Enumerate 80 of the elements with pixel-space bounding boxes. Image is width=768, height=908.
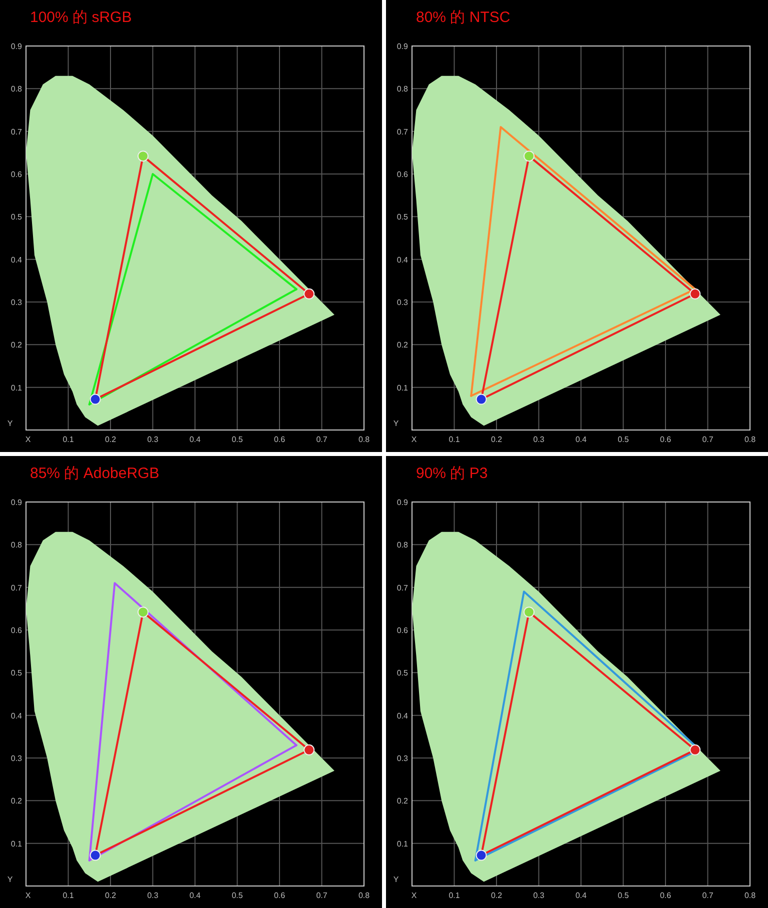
y-axis-title: Y [7,875,14,884]
y-tick-label: 0.8 [396,84,409,94]
y-tick-label: 0.1 [396,383,409,392]
y-tick-label: 0.5 [396,668,409,678]
x-tick-label: 0.2 [490,891,503,900]
x-tick-label: 0.8 [744,435,756,444]
chart-title: 100% 的 sRGB [30,9,132,26]
x-tick-label: 0.5 [232,435,244,444]
y-axis-title: Y [393,875,400,884]
y-tick-label: 0.9 [396,42,409,51]
y-tick-label: 0.7 [10,127,23,136]
x-tick-label: 0.2 [104,435,117,444]
x-axis-title: X [25,435,32,444]
y-axis-title: Y [393,419,400,428]
y-tick-label: 0.8 [10,84,23,94]
chart-title: 85% 的 AdobeRGB [30,465,160,482]
y-tick-label: 0.1 [10,839,23,848]
x-tick-label: 0.6 [660,435,672,444]
y-tick-label: 0.9 [396,498,409,507]
x-tick-label: 0.4 [189,435,202,444]
x-tick-label: 0.2 [490,435,503,444]
x-axis-title: X [25,891,32,900]
x-axis-title: X [411,891,418,900]
y-tick-label: 0.6 [396,626,409,635]
y-tick-label: 0.3 [10,298,23,307]
y-tick-label: 0.3 [396,298,409,307]
y-tick-label: 0.8 [396,540,409,550]
x-tick-label: 0.1 [62,891,74,900]
y-tick-label: 0.2 [396,340,409,350]
y-tick-label: 0.5 [10,668,23,678]
y-tick-label: 0.3 [396,754,409,763]
x-tick-label: 0.7 [702,891,714,900]
y-tick-label: 0.2 [10,796,23,806]
y-tick-label: 0.4 [10,255,23,264]
y-tick-label: 0.1 [10,383,23,392]
x-tick-label: 0.1 [448,435,460,444]
y-tick-label: 0.5 [396,212,409,222]
x-axis-title: X [411,435,418,444]
x-tick-label: 0.2 [104,891,117,900]
y-tick-label: 0.4 [396,255,409,264]
y-tick-label: 0.4 [10,711,23,720]
x-tick-label: 0.3 [533,435,545,444]
x-tick-label: 0.1 [448,891,460,900]
x-tick-label: 0.5 [232,891,244,900]
x-tick-label: 0.5 [618,891,630,900]
y-tick-label: 0.9 [10,498,23,507]
y-tick-label: 0.2 [10,340,23,350]
x-tick-label: 0.7 [702,435,714,444]
x-tick-label: 0.6 [274,891,286,900]
x-tick-label: 0.4 [575,891,588,900]
x-tick-label: 0.5 [618,435,630,444]
y-tick-label: 0.1 [396,839,409,848]
x-tick-label: 0.8 [358,891,370,900]
y-tick-label: 0.7 [396,583,409,592]
x-tick-label: 0.3 [147,435,159,444]
y-tick-label: 0.6 [396,170,409,179]
x-tick-label: 0.6 [274,435,286,444]
y-tick-label: 0.7 [10,583,23,592]
x-tick-label: 0.7 [316,435,328,444]
x-tick-label: 0.4 [189,891,202,900]
y-tick-label: 0.2 [396,796,409,806]
y-tick-label: 0.3 [10,754,23,763]
x-tick-label: 0.3 [533,891,545,900]
chart-title: 90% 的 P3 [416,465,488,482]
y-tick-label: 0.7 [396,127,409,136]
chart-title: 80% 的 NTSC [416,9,510,26]
x-tick-label: 0.8 [358,435,370,444]
x-tick-label: 0.6 [660,891,672,900]
x-tick-label: 0.7 [316,891,328,900]
y-tick-label: 0.9 [10,42,23,51]
x-tick-label: 0.3 [147,891,159,900]
y-axis-title: Y [7,419,14,428]
y-tick-label: 0.8 [10,540,23,550]
y-tick-label: 0.6 [10,170,23,179]
x-tick-label: 0.1 [62,435,74,444]
y-tick-label: 0.4 [396,711,409,720]
y-tick-label: 0.6 [10,626,23,635]
x-tick-label: 0.4 [575,435,588,444]
x-tick-label: 0.8 [744,891,756,900]
y-tick-label: 0.5 [10,212,23,222]
